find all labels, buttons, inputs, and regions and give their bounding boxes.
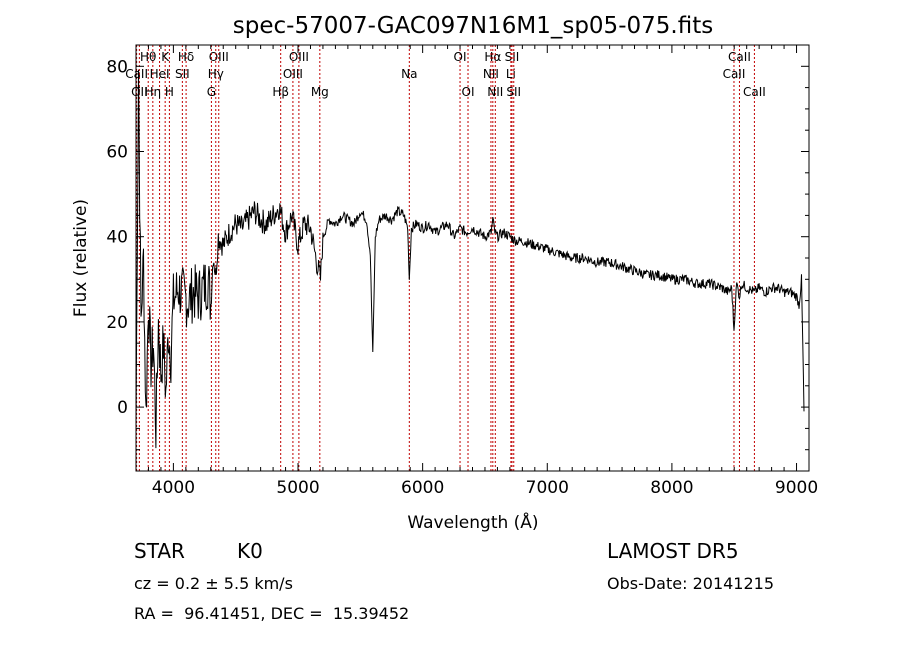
y-tick-label: 20 xyxy=(106,313,128,333)
observation-date: Obs-Date: 20141215 xyxy=(607,574,775,593)
plot-frame xyxy=(135,44,810,472)
spectral-line-label: NII xyxy=(483,67,499,81)
y-tick-label: 80 xyxy=(106,57,128,77)
object-class: STAR xyxy=(134,539,185,563)
spectral-line-label: Li xyxy=(506,67,516,81)
subclass: K0 xyxy=(237,539,263,563)
x-tick-label: 6000 xyxy=(401,478,444,498)
x-tick-label: 8000 xyxy=(650,478,693,498)
x-tick-label: 7000 xyxy=(526,478,569,498)
spectral-line-label: OIII xyxy=(283,67,303,81)
spectral-line-label: NII xyxy=(487,85,503,99)
y-axis-label: Flux (relative) xyxy=(71,199,91,317)
spectral-line-label: OII xyxy=(131,85,148,99)
spectral-line-label: OIII xyxy=(209,50,229,64)
spectral-line-label: CaII xyxy=(743,85,766,99)
survey-release: LAMOST DR5 xyxy=(607,539,739,563)
x-tick-label: 4000 xyxy=(152,478,195,498)
flux-series-line xyxy=(135,69,805,449)
y-tick-label: 60 xyxy=(106,143,128,163)
spectral-line-label: Mg xyxy=(311,85,329,99)
spectral-line-label: CaII xyxy=(728,50,751,64)
y-tick-label: 0 xyxy=(117,398,128,418)
spectral-line-label: Hδ xyxy=(178,50,194,64)
spectral-line-label: Hθ xyxy=(140,50,156,64)
spectral-line-label: G xyxy=(207,85,216,99)
axis-ticks: 4000 5000 6000 7000 8000 9000 0 20 40 60 80 xyxy=(106,45,818,498)
spectral-line-label: OI xyxy=(462,85,475,99)
redshift-velocity: cz = 0.2 ± 5.5 km/s xyxy=(134,574,293,593)
spectral-line-label: K xyxy=(161,50,170,64)
chart-title: spec-57007-GAC097N16M1_sp05-075.fits xyxy=(233,13,713,39)
spectral-line-label: CaII xyxy=(125,67,148,81)
spectral-line-label: H xyxy=(165,85,174,99)
spectral-line-label: CaII xyxy=(723,67,746,81)
spectral-line-label: SII xyxy=(505,50,520,64)
spectral-line-label: SII xyxy=(175,67,190,81)
spectral-line-label: Na xyxy=(401,67,417,81)
spectral-line-label: Hα xyxy=(484,50,501,64)
spectral-line-label: SII xyxy=(506,85,521,99)
y-tick-label: 40 xyxy=(106,228,128,248)
spectral-line-label: Hβ xyxy=(272,85,289,99)
x-tick-label: 5000 xyxy=(276,478,319,498)
spectral-line-label: OIII xyxy=(289,50,309,64)
spectral-line-label: Hγ xyxy=(208,67,224,81)
spectral-line-label: Hη xyxy=(145,85,162,99)
x-axis-label: Wavelength (Å) xyxy=(407,511,538,533)
coordinates: RA = 96.41451, DEC = 15.39452 xyxy=(134,604,410,623)
x-tick-label: 9000 xyxy=(775,478,818,498)
spectral-line-label: HeI xyxy=(150,67,170,81)
spectral-line-label: OI xyxy=(454,50,467,64)
